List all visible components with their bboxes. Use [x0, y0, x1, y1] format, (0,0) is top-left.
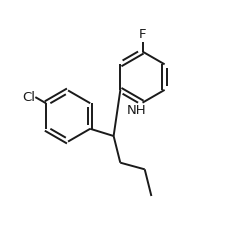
Text: F: F	[139, 28, 146, 41]
Text: Cl: Cl	[22, 91, 35, 104]
Text: NH: NH	[127, 104, 147, 117]
